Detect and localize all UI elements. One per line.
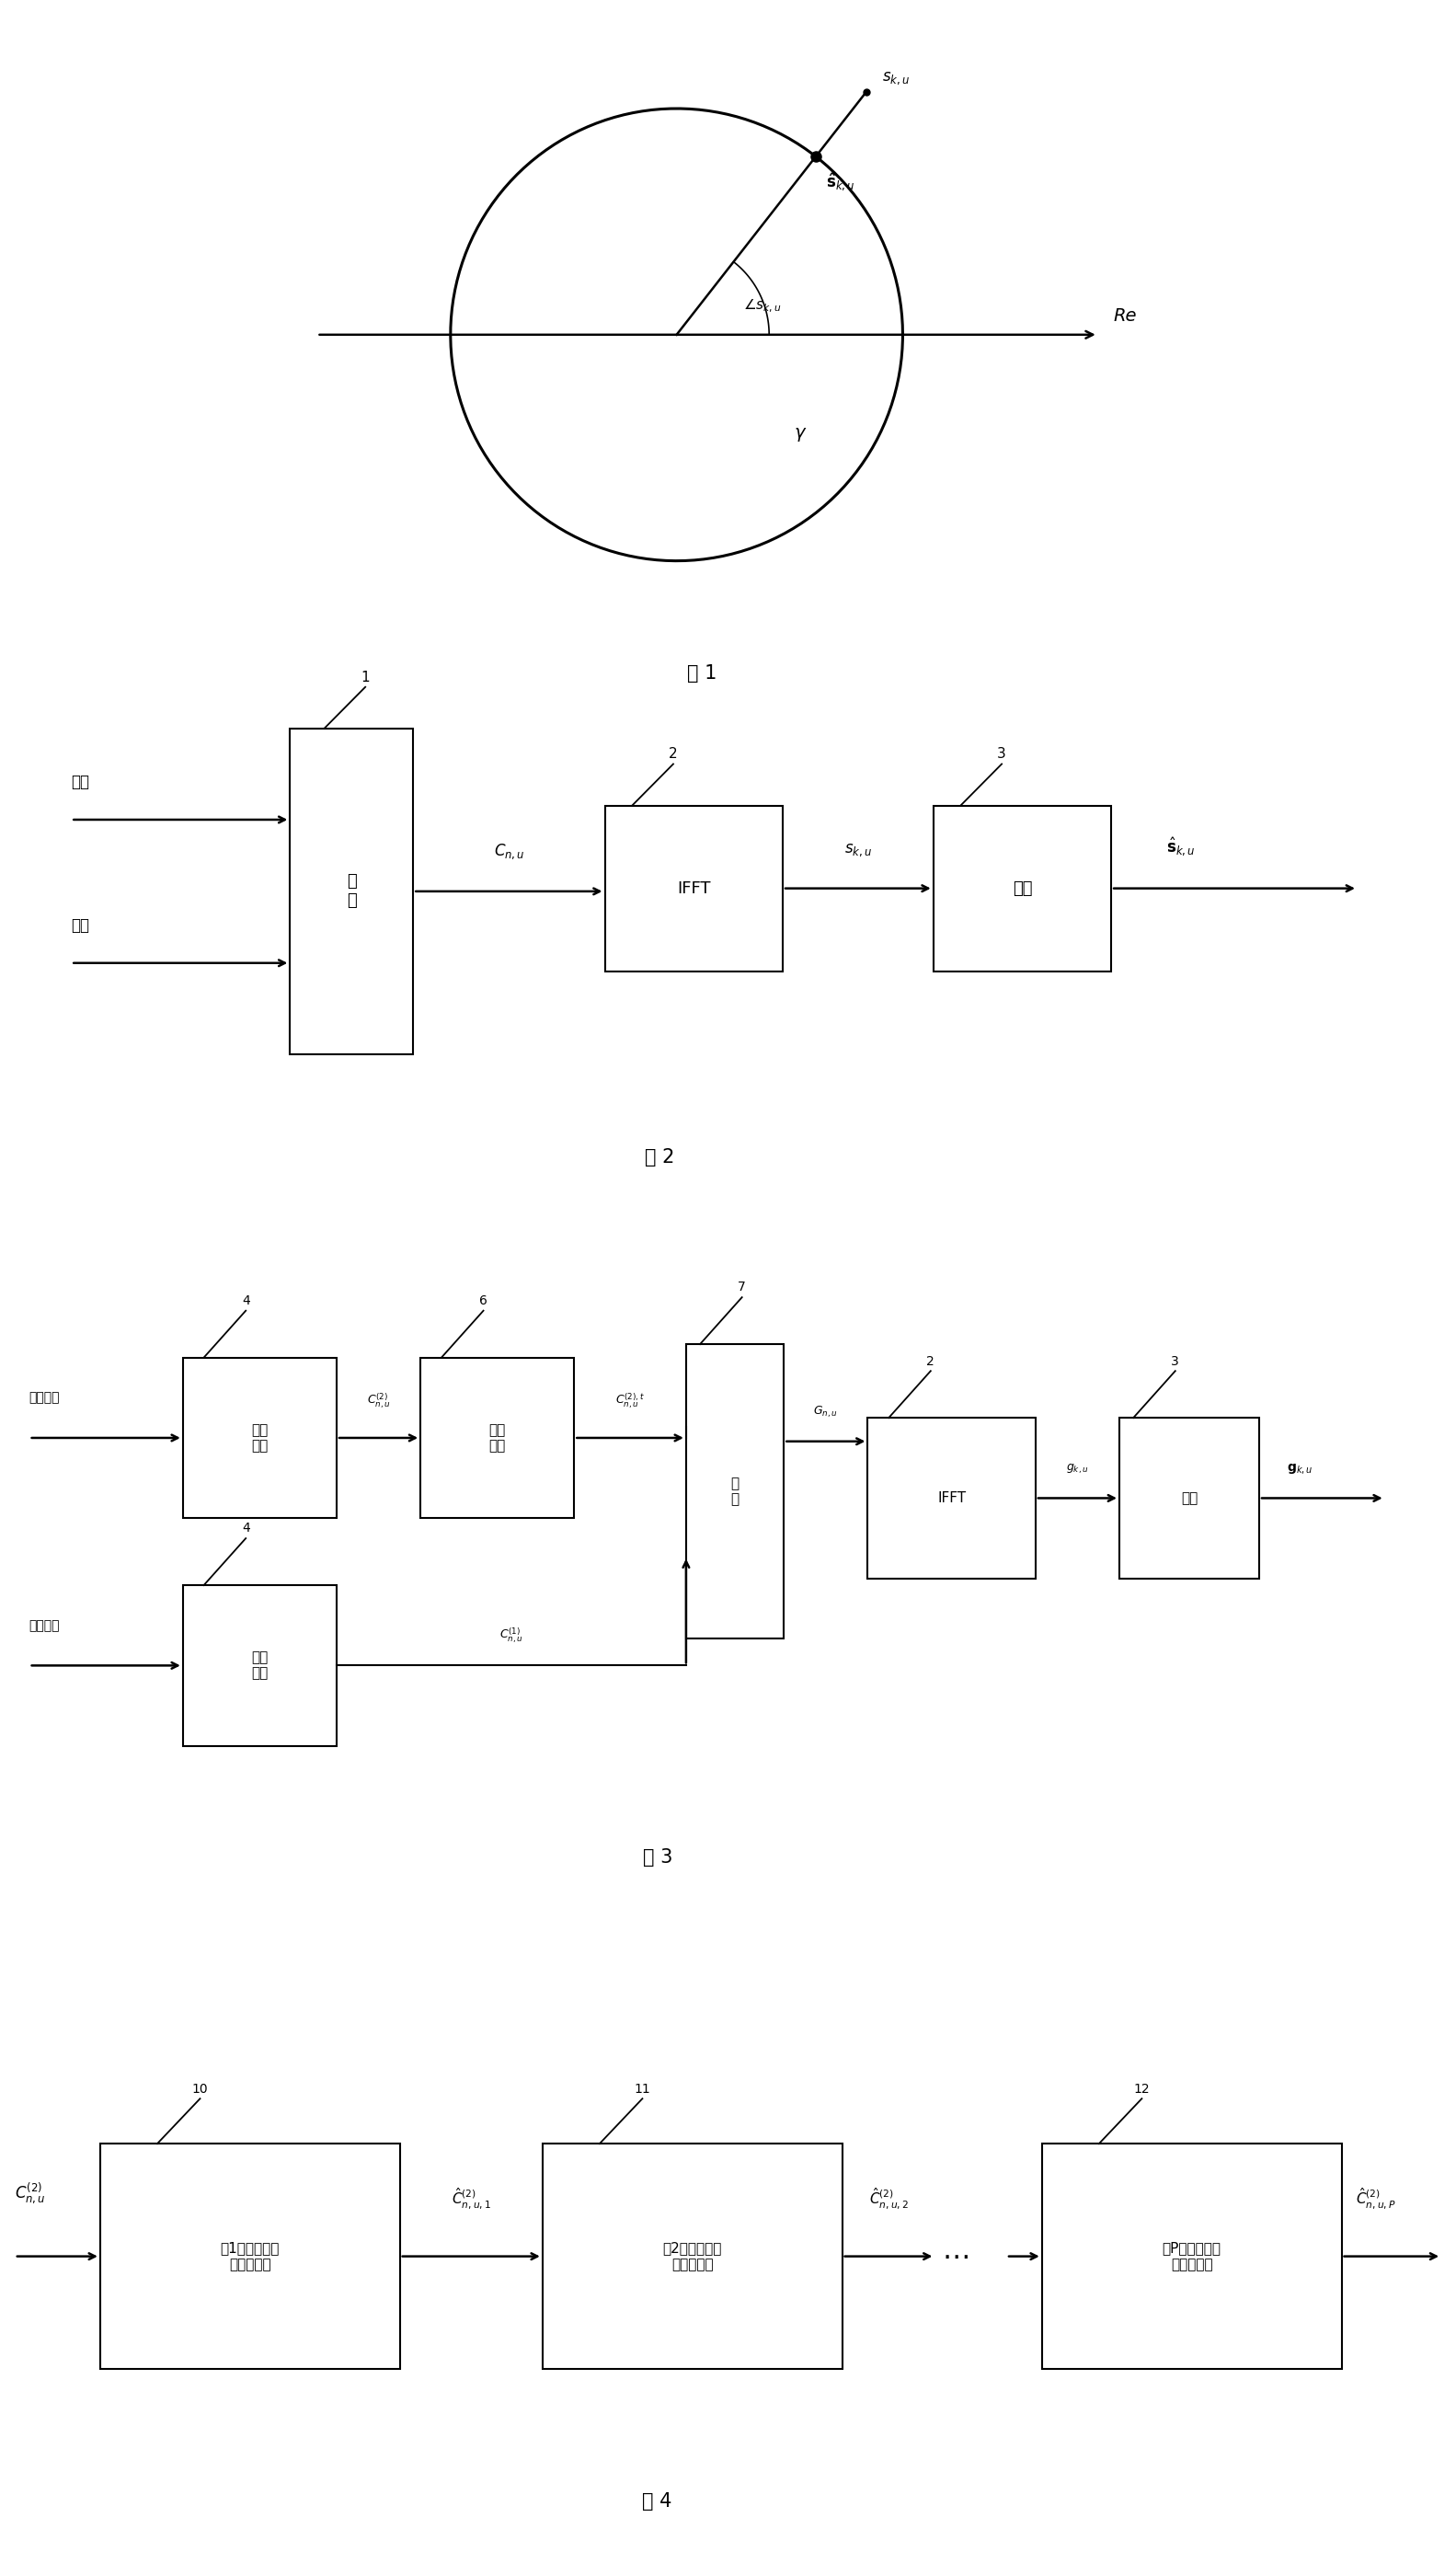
- Text: 1: 1: [361, 670, 370, 685]
- Text: 限幅: 限幅: [1012, 881, 1032, 896]
- Bar: [290, 729, 414, 1053]
- Text: 3: 3: [1171, 1354, 1179, 1367]
- Text: 12: 12: [1134, 2083, 1150, 2096]
- Text: 数据信号: 数据信号: [29, 1390, 60, 1403]
- Bar: [686, 1344, 783, 1638]
- Text: $\hat{C}_{n,u,2}^{(2)}$: $\hat{C}_{n,u,2}^{(2)}$: [869, 2186, 909, 2212]
- Text: $\hat{C}_{n,u,P}^{(2)}$: $\hat{C}_{n,u,P}^{(2)}$: [1356, 2186, 1396, 2212]
- Text: $\hat{C}_{n,u,1}^{(2)}$: $\hat{C}_{n,u,1}^{(2)}$: [451, 2186, 491, 2212]
- Text: 3: 3: [997, 747, 1006, 762]
- Text: 2: 2: [926, 1354, 935, 1367]
- Text: 4: 4: [242, 1295, 250, 1308]
- Text: 第P级限幅与噪
声消除处理: 第P级限幅与噪 声消除处理: [1162, 2240, 1222, 2271]
- Text: 符号
扩展: 符号 扩展: [252, 1651, 268, 1681]
- Text: $\mathbf{\hat{s}}_{k,u}$: $\mathbf{\hat{s}}_{k,u}$: [826, 173, 855, 193]
- Text: 2: 2: [668, 747, 677, 762]
- Text: 第1级限幅与噪
声消除处理: 第1级限幅与噪 声消除处理: [220, 2240, 280, 2271]
- Text: 导引信号: 导引信号: [29, 1620, 60, 1633]
- Text: 11: 11: [635, 2083, 651, 2096]
- Text: 合
成: 合 成: [731, 1475, 740, 1506]
- Bar: [868, 1419, 1035, 1578]
- Bar: [183, 1357, 336, 1519]
- Text: $C_{n,u}$: $C_{n,u}$: [494, 842, 524, 860]
- Text: 图 1: 图 1: [687, 664, 718, 682]
- Text: $C_{n,u}^{(2),t}$: $C_{n,u}^{(2),t}$: [616, 1390, 645, 1411]
- Bar: [100, 2142, 400, 2369]
- Bar: [421, 1357, 574, 1519]
- Text: $G_{n,u}$: $G_{n,u}$: [814, 1403, 839, 1419]
- Bar: [933, 806, 1111, 971]
- Text: 图 3: 图 3: [644, 1849, 673, 1867]
- Bar: [183, 1586, 336, 1746]
- Text: 4: 4: [242, 1522, 250, 1535]
- Text: $C_{n,u}^{(1)}$: $C_{n,u}^{(1)}$: [499, 1625, 523, 1645]
- Text: 迭代
优化: 迭代 优化: [489, 1424, 505, 1452]
- Bar: [543, 2142, 842, 2369]
- Text: $\cdots$: $\cdots$: [942, 2243, 968, 2269]
- Text: 限幅: 限幅: [1181, 1491, 1198, 1504]
- Text: 7: 7: [738, 1280, 745, 1293]
- Bar: [1120, 1419, 1259, 1578]
- Text: $\mathbf{g}_{k,u}$: $\mathbf{g}_{k,u}$: [1287, 1463, 1313, 1475]
- Text: 10: 10: [192, 2083, 208, 2096]
- Text: $\gamma$: $\gamma$: [794, 425, 807, 443]
- Text: $C_{n,u}^{(2)}$: $C_{n,u}^{(2)}$: [15, 2181, 45, 2204]
- Text: 6: 6: [479, 1295, 488, 1308]
- Text: IFFT: IFFT: [938, 1491, 965, 1504]
- Text: $g_{k,u}$: $g_{k,u}$: [1066, 1463, 1089, 1475]
- Text: $s_{k,u}$: $s_{k,u}$: [844, 842, 872, 857]
- Text: 符号
扩展: 符号 扩展: [252, 1424, 268, 1452]
- Bar: [604, 806, 783, 971]
- Text: $\hat{\mathbf{s}}_{k,u}$: $\hat{\mathbf{s}}_{k,u}$: [1166, 837, 1195, 857]
- Text: Re: Re: [1114, 306, 1137, 324]
- Text: 合
成: 合 成: [347, 873, 357, 909]
- Text: 图 4: 图 4: [642, 2493, 671, 2511]
- Text: 导引: 导引: [71, 917, 89, 932]
- Text: $C_{n,u}^{(2)}$: $C_{n,u}^{(2)}$: [367, 1390, 390, 1411]
- Text: $\angle s_{k,u}$: $\angle s_{k,u}$: [744, 296, 782, 314]
- Text: 图 2: 图 2: [645, 1148, 674, 1166]
- Text: 数据: 数据: [71, 772, 89, 791]
- Bar: [1042, 2142, 1341, 2369]
- Text: $s_{k,u}$: $s_{k,u}$: [882, 70, 910, 88]
- Text: 第2级限幅与噪
声消除处理: 第2级限幅与噪 声消除处理: [662, 2240, 722, 2271]
- Text: IFFT: IFFT: [677, 881, 711, 896]
